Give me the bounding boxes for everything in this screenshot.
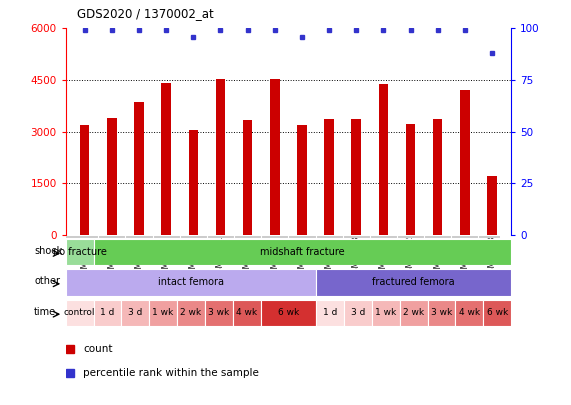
Text: 1 d: 1 d xyxy=(323,308,337,318)
Text: fractured femora: fractured femora xyxy=(372,277,455,288)
Text: other: other xyxy=(34,276,61,286)
Bar xyxy=(483,300,511,326)
Bar xyxy=(270,79,280,235)
Text: 3 d: 3 d xyxy=(128,308,142,318)
Bar xyxy=(149,300,177,326)
Bar xyxy=(456,300,483,326)
Bar xyxy=(66,269,316,296)
Text: GSM74213: GSM74213 xyxy=(80,236,89,277)
Bar xyxy=(316,300,344,326)
Text: 3 wk: 3 wk xyxy=(431,308,452,318)
Text: GSM74224: GSM74224 xyxy=(433,236,442,277)
Bar xyxy=(107,118,116,235)
Text: GSM74215: GSM74215 xyxy=(135,236,143,277)
Text: GSM74228: GSM74228 xyxy=(488,236,497,277)
Text: 1 wk: 1 wk xyxy=(152,308,174,318)
Text: intact femora: intact femora xyxy=(158,277,224,288)
Text: no fracture: no fracture xyxy=(53,247,107,257)
Text: GSM74217: GSM74217 xyxy=(162,236,171,277)
Bar xyxy=(400,300,428,326)
Text: GSM74219: GSM74219 xyxy=(189,236,198,277)
Text: GSM74222: GSM74222 xyxy=(406,236,415,277)
Text: 4 wk: 4 wk xyxy=(236,308,257,318)
Bar xyxy=(344,300,372,326)
Text: GSM74227: GSM74227 xyxy=(297,236,307,277)
Text: GSM74225: GSM74225 xyxy=(270,236,279,277)
Bar xyxy=(243,119,252,235)
Text: control: control xyxy=(64,308,95,318)
Text: 2 wk: 2 wk xyxy=(403,308,424,318)
Text: GDS2020 / 1370002_at: GDS2020 / 1370002_at xyxy=(77,7,214,20)
Bar xyxy=(460,90,469,235)
Bar xyxy=(122,300,149,326)
Bar xyxy=(428,300,456,326)
Bar xyxy=(379,84,388,235)
Text: count: count xyxy=(83,344,113,354)
Bar xyxy=(66,239,94,265)
Bar xyxy=(297,125,307,235)
Bar xyxy=(134,102,144,235)
Bar xyxy=(162,83,171,235)
Text: GSM74218: GSM74218 xyxy=(352,236,361,277)
Text: 6 wk: 6 wk xyxy=(486,308,508,318)
Text: 3 wk: 3 wk xyxy=(208,308,230,318)
Text: 2 wk: 2 wk xyxy=(180,308,202,318)
Bar xyxy=(324,119,334,235)
Bar xyxy=(487,177,497,235)
Bar xyxy=(316,269,511,296)
Text: 3 d: 3 d xyxy=(351,308,365,318)
Bar xyxy=(406,124,415,235)
Text: GSM74216: GSM74216 xyxy=(324,236,333,277)
Text: 1 wk: 1 wk xyxy=(375,308,396,318)
Bar xyxy=(216,79,225,235)
Text: GSM74223: GSM74223 xyxy=(243,236,252,277)
Text: GSM74221: GSM74221 xyxy=(216,236,225,277)
Bar xyxy=(188,130,198,235)
Text: time: time xyxy=(34,307,57,317)
Bar xyxy=(260,300,316,326)
Text: 4 wk: 4 wk xyxy=(459,308,480,318)
Bar xyxy=(205,300,233,326)
Bar xyxy=(372,300,400,326)
Text: 6 wk: 6 wk xyxy=(278,308,299,318)
Bar xyxy=(80,125,90,235)
Text: GSM74226: GSM74226 xyxy=(460,236,469,277)
Bar xyxy=(66,300,94,326)
Bar xyxy=(433,119,443,235)
Text: percentile rank within the sample: percentile rank within the sample xyxy=(83,369,259,379)
Bar xyxy=(177,300,205,326)
Bar xyxy=(233,300,260,326)
Text: midshaft fracture: midshaft fracture xyxy=(260,247,344,257)
Bar xyxy=(352,119,361,235)
Bar xyxy=(94,300,122,326)
Text: shock: shock xyxy=(34,246,62,256)
Text: GSM74220: GSM74220 xyxy=(379,236,388,277)
Text: 1 d: 1 d xyxy=(100,308,115,318)
Text: GSM74214: GSM74214 xyxy=(107,236,116,277)
